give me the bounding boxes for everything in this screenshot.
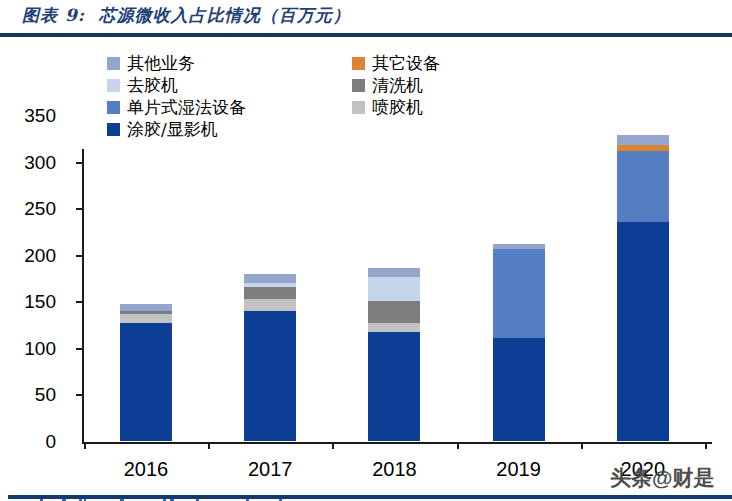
x-axis-label: 2017 — [225, 458, 315, 481]
y-axis-label: 300 — [10, 154, 56, 172]
legend-color-swatch — [107, 57, 120, 70]
x-axis-boundary-tick — [581, 444, 583, 449]
revenue-stacked-bar-chart: 0501001502002503003502016201720182019202… — [0, 40, 732, 460]
y-axis-label: 50 — [10, 386, 56, 404]
legend-item: 其他业务 — [107, 55, 195, 71]
y-axis-label: 100 — [10, 340, 56, 358]
y-axis-label: 150 — [10, 293, 56, 311]
legend-label: 涂胶/显影机 — [127, 121, 218, 138]
bar-segment-2020 — [617, 135, 669, 145]
bottom-divider — [8, 495, 732, 499]
bar-segment-2020 — [617, 151, 669, 223]
watermark-text: 头条@财是 — [610, 464, 714, 492]
bar-segment-2018 — [368, 277, 420, 301]
legend-item: 去胶机 — [107, 77, 178, 93]
y-axis-label: 350 — [10, 107, 56, 125]
legend-item: 涂胶/显影机 — [107, 121, 218, 137]
x-axis-line — [82, 442, 712, 444]
x-axis-boundary-tick — [332, 444, 334, 449]
y-axis-label: 250 — [10, 200, 56, 218]
bar-segment-2016 — [120, 311, 172, 315]
bar-segment-2019 — [493, 244, 545, 250]
legend-item: 清洗机 — [352, 77, 423, 93]
bar-segment-2016 — [120, 314, 172, 322]
bar-segment-2017 — [244, 283, 296, 288]
bar-segment-2017 — [244, 287, 296, 299]
bar-segment-2016 — [120, 323, 172, 442]
y-axis-line — [82, 149, 84, 444]
legend-item: 其它设备 — [352, 55, 440, 71]
legend-color-swatch — [352, 101, 365, 114]
y-axis-label: 0 — [10, 433, 56, 451]
legend-color-swatch — [352, 79, 365, 92]
bar-segment-2016 — [120, 304, 172, 311]
legend-label: 其他业务 — [127, 55, 195, 72]
figure-title: 图表 9: 芯源微收入占比情况（百万元） — [22, 4, 351, 27]
legend-label: 其它设备 — [372, 55, 440, 72]
legend-color-swatch — [107, 101, 120, 114]
y-axis-label: 200 — [10, 247, 56, 265]
legend-label: 清洗机 — [372, 77, 423, 94]
bar-segment-2019 — [493, 338, 545, 441]
title-divider — [0, 33, 732, 37]
bar-segment-2020 — [617, 145, 669, 151]
legend-label: 喷胶机 — [372, 99, 423, 116]
legend-item: 单片式湿法设备 — [107, 99, 246, 115]
x-axis-boundary-tick — [208, 444, 210, 449]
legend-label: 去胶机 — [127, 77, 178, 94]
legend-item: 喷胶机 — [352, 99, 423, 115]
bar-segment-2017 — [244, 311, 296, 441]
x-axis-label: 2016 — [101, 458, 191, 481]
bar-segment-2017 — [244, 274, 296, 282]
x-axis-label: 2018 — [349, 458, 439, 481]
bar-segment-2018 — [368, 332, 420, 442]
legend-color-swatch — [352, 57, 365, 70]
report-figure-page: 图表 9: 芯源微收入占比情况（百万元） 0 50 100 150 200 250 300 3… — [0, 0, 732, 501]
legend-color-swatch — [107, 79, 120, 92]
x-axis-boundary-tick — [705, 444, 707, 449]
x-axis-boundary-tick — [84, 444, 86, 449]
x-axis-boundary-tick — [457, 444, 459, 449]
bar-segment-2020 — [617, 222, 669, 441]
legend-color-swatch — [107, 123, 120, 136]
x-axis-label: 2019 — [474, 458, 564, 481]
bar-segment-2017 — [244, 299, 296, 311]
legend-label: 单片式湿法设备 — [127, 99, 246, 116]
bar-segment-2019 — [493, 249, 545, 338]
bar-segment-2018 — [368, 268, 420, 277]
bar-segment-2018 — [368, 323, 420, 332]
bar-segment-2018 — [368, 301, 420, 322]
